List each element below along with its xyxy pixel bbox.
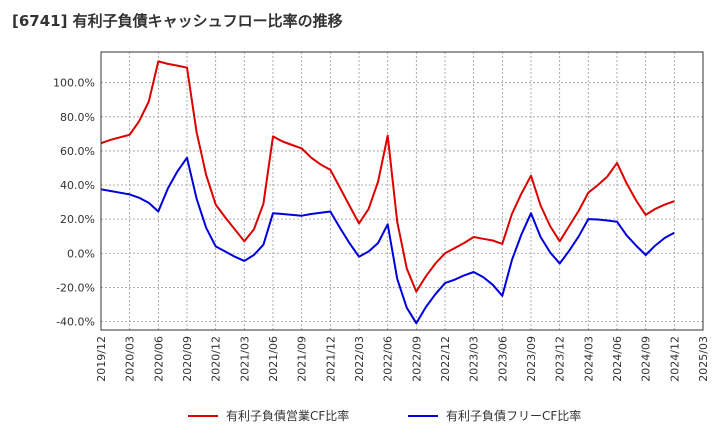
x-tick-label: 2022/12 [439,336,452,382]
x-tick-label: 2025/03 [697,336,710,382]
x-tick-label: 2021/06 [267,336,280,382]
series-line-1 [100,60,675,293]
x-tick-label: 2023/03 [468,336,481,382]
legend-label-2: 有利子負債フリーCF比率 [446,408,581,423]
chart-title: [6741] 有利子負債キャッシュフロー比率の推移 [12,12,343,30]
x-tick-label: 2021/12 [324,336,337,382]
plot-frame [100,51,704,331]
x-tick-label: 2020/12 [210,336,223,382]
x-tick-label: 2020/03 [124,336,137,382]
y-tick-label: 0.0% [67,247,95,260]
y-tick-label: 80.0% [60,111,95,124]
y-axis-ticks: -40.0% -20.0% 0.0% 20.0% 40.0% 60.0% 80.0% 100.… [53,77,95,329]
y-tick-label: 40.0% [60,179,95,192]
x-tick-label: 2023/06 [496,336,509,382]
x-axis-ticks: 2019/12 2020/03 2020/06 2020/09 2020/12 2021/… [95,336,710,382]
x-tick-label: 2022/09 [410,336,423,382]
series-lines [100,60,675,325]
y-tick-label: -20.0% [56,281,95,294]
x-tick-label: 2024/06 [611,336,624,382]
x-tick-label: 2023/12 [554,336,567,382]
x-tick-label: 2019/12 [95,336,108,382]
x-tick-label: 2021/03 [238,336,251,382]
legend-label-1: 有利子負債営業CF比率 [226,408,349,423]
y-tick-label: 100.0% [53,77,95,90]
x-tick-label: 2022/06 [382,336,395,382]
x-tick-label: 2023/09 [525,336,538,382]
y-tick-label: -40.0% [56,315,95,328]
x-tick-label: 2024/09 [640,336,653,382]
series-line-2 [100,156,675,325]
y-tick-label: 60.0% [60,145,95,158]
x-tick-label: 2022/03 [353,336,366,382]
legend: 有利子負債営業CF比率 有利子負債フリーCF比率 [188,408,581,423]
x-tick-label: 2020/09 [181,336,194,382]
x-tick-label: 2024/03 [582,336,595,382]
x-tick-label: 2020/06 [152,336,165,382]
x-tick-label: 2024/12 [668,336,681,382]
x-tick-label: 2021/09 [296,336,309,382]
y-tick-label: 20.0% [60,213,95,226]
